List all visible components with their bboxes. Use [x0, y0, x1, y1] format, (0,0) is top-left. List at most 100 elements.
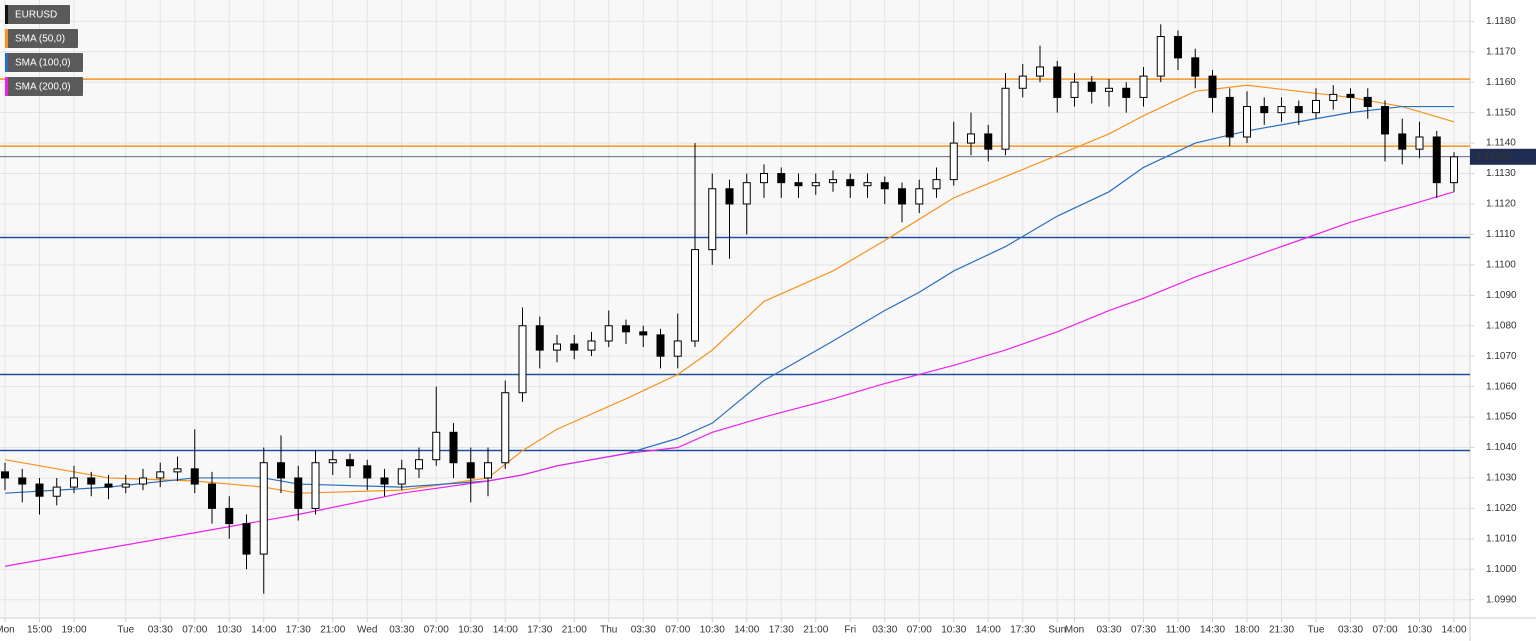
x-tick-label: 07:00 — [907, 625, 932, 636]
levels — [0, 78, 1470, 452]
candle-body — [328, 459, 337, 464]
candle-body — [587, 340, 596, 351]
candle-body — [708, 188, 717, 251]
candle-body — [1363, 96, 1372, 108]
candle-body — [777, 173, 786, 184]
candle-body — [1139, 75, 1148, 98]
y-tick-label: 1.1000 — [1486, 564, 1517, 575]
candle-body — [622, 325, 630, 333]
x-tick-label: 10:30 — [700, 625, 725, 636]
candle-body — [846, 179, 855, 187]
legend-label: SMA (200,0) — [15, 82, 71, 93]
y-tick-label: 1.1020 — [1486, 503, 1517, 514]
candle-body — [915, 188, 924, 205]
candle-body — [225, 507, 234, 525]
candle-body — [52, 486, 61, 497]
legend-label: EURUSD — [15, 10, 57, 21]
y-tick-label: 1.1120 — [1486, 199, 1516, 210]
x-tick-label: Tue — [117, 625, 134, 636]
x-tick-label: 17:30 — [286, 625, 311, 636]
candle-body — [156, 471, 165, 479]
y-tick-label: 1.1010 — [1486, 533, 1517, 544]
candle-body — [311, 462, 320, 509]
plot-area — [0, 0, 1470, 618]
candle-body — [1001, 87, 1010, 150]
y-tick-label: 1.1160 — [1486, 77, 1516, 88]
x-tick-label: 14:00 — [493, 625, 518, 636]
candle-body — [570, 343, 579, 351]
candle-body — [639, 331, 648, 336]
x-tick-label: 10:30 — [458, 625, 483, 636]
x-tick-label: 10:30 — [941, 625, 966, 636]
x-tick-label: 07:00 — [665, 625, 690, 636]
candle-body — [87, 477, 96, 485]
x-tick-label: 03:30 — [389, 625, 414, 636]
candle-body — [259, 462, 268, 555]
x-tick-label: 03:30 — [148, 625, 173, 636]
x-tick-label: Wed — [357, 625, 377, 636]
candles — [1, 24, 1458, 594]
candle-body — [1105, 87, 1113, 92]
candle-body — [518, 325, 527, 394]
x-tick-label: Thu — [600, 625, 617, 636]
candle-body — [208, 483, 216, 509]
axes: 1.0990 1.1000 1.1010 1.1020 1.1030 1.1040 1.10… — [0, 16, 1536, 636]
candle-body — [1312, 99, 1320, 114]
y-tick-label: 1.0990 — [1486, 594, 1517, 605]
candle-body — [1225, 96, 1234, 138]
candle-body — [811, 182, 820, 187]
legend-swatch — [5, 5, 8, 24]
y-tick-label: 1.1070 — [1486, 351, 1517, 362]
candle-body — [139, 477, 147, 485]
candle-body — [501, 392, 510, 464]
candle-body — [1122, 87, 1131, 98]
legend-label: SMA (100,0) — [15, 58, 71, 69]
legend-swatch — [5, 77, 8, 96]
candle-body — [1329, 93, 1338, 101]
x-tick-label: 03:30 — [631, 625, 656, 636]
x-tick-label: 11:00 — [1166, 625, 1191, 636]
candle-body — [1277, 106, 1286, 114]
x-tick-label: Mon — [1065, 625, 1084, 636]
candle-body — [1070, 81, 1079, 98]
x-tick-label: 14:00 — [976, 625, 1001, 636]
legend-swatch — [5, 53, 8, 72]
x-tick-label: 10:30 — [1407, 625, 1432, 636]
candle-body — [656, 334, 665, 357]
x-tick-label: Sun — [1048, 625, 1066, 636]
candle-body — [1087, 81, 1096, 92]
x-tick-label: 14:00 — [1441, 625, 1466, 636]
x-tick-label: 07:00 — [1372, 625, 1397, 636]
x-tick-label: 07:00 — [182, 625, 207, 636]
candle-body — [794, 182, 803, 187]
x-tick-label: 17:30 — [527, 625, 552, 636]
candle-body — [691, 249, 699, 342]
x-tick-label: 07:30 — [1131, 625, 1156, 636]
x-tick-label: 07:00 — [424, 625, 449, 636]
x-tick-label: Fri — [844, 625, 856, 636]
candle-body — [760, 173, 768, 184]
candle-body — [1174, 36, 1182, 59]
candle-body — [829, 179, 837, 184]
candle-body — [432, 431, 441, 461]
x-tick-label: 10:30 — [217, 625, 242, 636]
candle-body — [104, 483, 113, 488]
candle-body — [1450, 156, 1458, 184]
candle-body — [984, 133, 993, 150]
candle-body — [967, 133, 975, 144]
candle-body — [18, 477, 27, 485]
candle-body — [604, 325, 613, 342]
candle-body — [380, 477, 389, 485]
candle-body — [535, 325, 544, 351]
legend-box — [5, 77, 83, 96]
y-tick-label: 1.1090 — [1486, 290, 1517, 301]
candle-body — [121, 483, 130, 488]
last-price-box — [1470, 148, 1536, 165]
candle-body — [863, 182, 872, 187]
candle-body — [1294, 106, 1303, 114]
candle-body — [1398, 133, 1407, 150]
candle-body — [466, 462, 475, 479]
candle-body — [742, 182, 751, 205]
y-tick-label: 1.1040 — [1486, 442, 1517, 453]
sma-line — [4, 84, 1455, 494]
